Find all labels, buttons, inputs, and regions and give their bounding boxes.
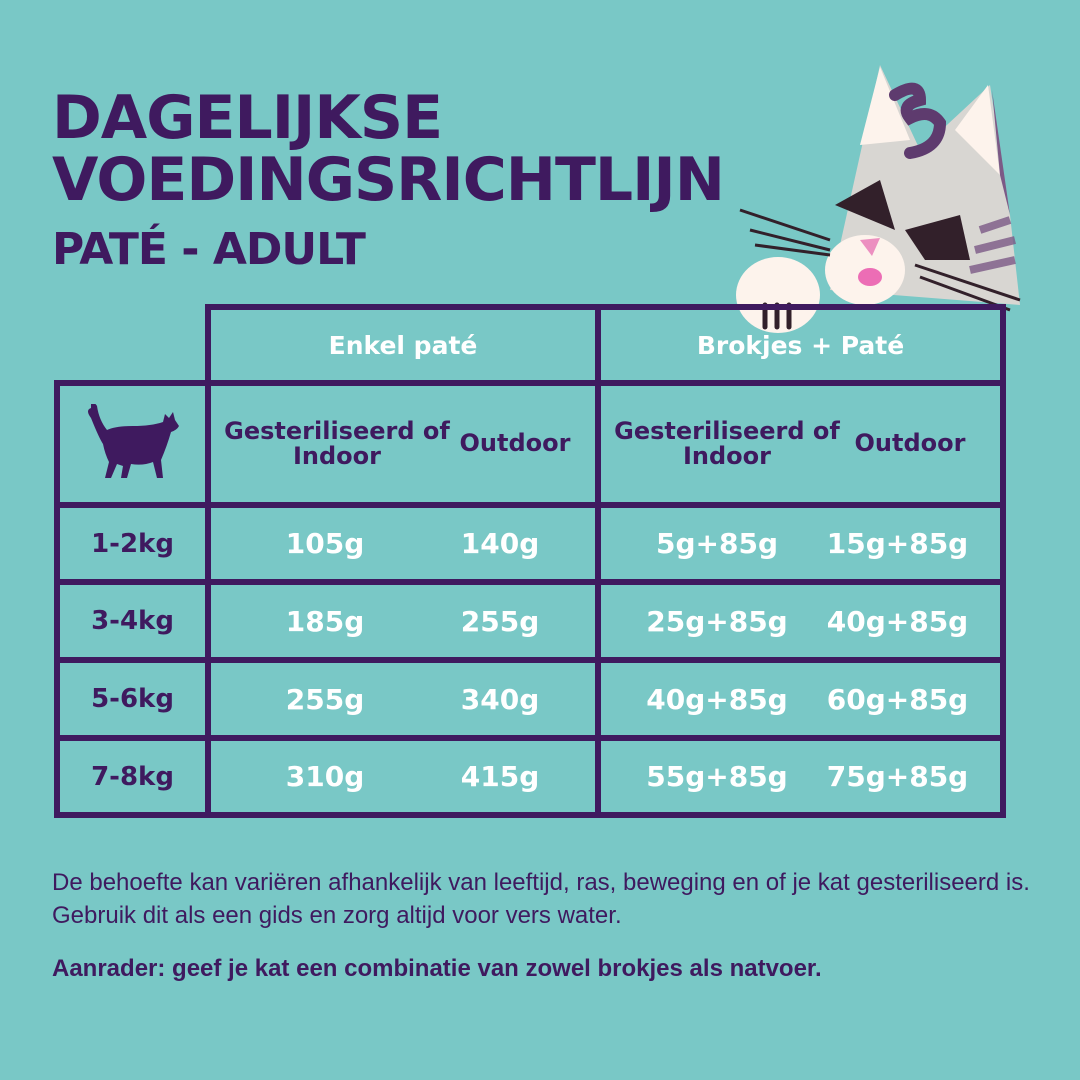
table-row-weight: 7-8kg <box>91 761 174 792</box>
table-border <box>54 657 1006 663</box>
table-cell-amount: 255g <box>460 604 540 638</box>
table-cell-amount: 140g <box>460 527 540 560</box>
table-border <box>54 735 1006 741</box>
table-cell-amount: 105g <box>285 527 365 560</box>
table-border <box>205 304 211 818</box>
subheader-outdoor-brokjes: Outdoor <box>854 429 966 458</box>
subheader-outdoor-enkel: Outdoor <box>459 429 571 458</box>
table-border <box>54 579 1006 585</box>
tip-text: Aanrader: geef je kat een combinatie van… <box>52 955 822 982</box>
group-header-brokjes-pate: Brokjes + Paté <box>696 330 905 360</box>
subheader-sterilised-enkel: Gesteriliseerd of Indoor <box>224 416 450 470</box>
table-cell-amount: 25g+85g <box>646 604 788 638</box>
table-cell-amount: 185g <box>285 604 365 638</box>
table-cell-amount: 5g+85g <box>656 527 778 560</box>
table-row-weight: 3-4kg <box>91 606 174 636</box>
table-row-weight: 5-6kg <box>91 684 174 714</box>
subtitle: PATÉ - ADULT <box>52 224 366 275</box>
table-border <box>595 304 601 818</box>
table-border <box>54 812 1006 818</box>
disclaimer-text: De behoefte kan variëren afhankelijk van… <box>52 869 1030 929</box>
table-border <box>54 502 1006 508</box>
table-border <box>54 380 60 818</box>
table-cell-amount: 55g+85g <box>646 760 788 793</box>
table-border <box>1000 304 1006 818</box>
table-cell-amount: 340g <box>460 682 540 716</box>
table-border <box>205 304 1006 310</box>
table-cell-amount: 415g <box>460 760 540 793</box>
title-line-1: DAGELIJKSE <box>52 83 443 153</box>
table-cell-amount: 60g+85g <box>826 682 969 716</box>
title-line-2: VOEDINGSRICHTLIJN <box>52 145 725 215</box>
group-header-enkel-pate: Enkel paté <box>328 330 478 360</box>
table-cell-amount: 40g+85g <box>826 604 969 638</box>
cat-mascot-illustration <box>736 65 1021 333</box>
table-cell-amount: 15g+85g <box>826 527 969 560</box>
table-cell-amount: 40g+85g <box>646 682 788 716</box>
cat-silhouette-icon <box>60 386 205 502</box>
subheader-sterilised-brokjes: Gesteriliseerd of Indoor <box>614 416 840 470</box>
table-border <box>54 380 1006 386</box>
table-cell-amount: 255g <box>285 682 365 716</box>
table-cell-amount: 310g <box>285 760 365 793</box>
table-cell-amount: 75g+85g <box>826 760 969 793</box>
table-row-weight: 1-2kg <box>91 528 174 559</box>
